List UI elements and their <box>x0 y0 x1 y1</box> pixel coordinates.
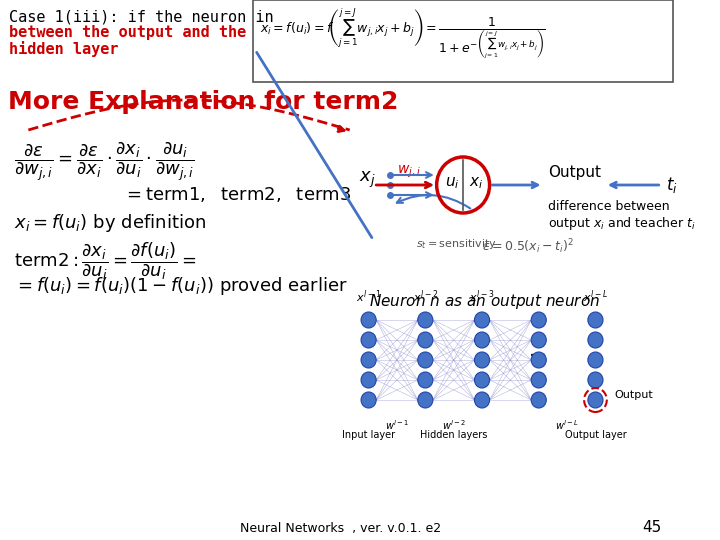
Circle shape <box>418 352 433 368</box>
Text: hidden layer: hidden layer <box>9 41 119 57</box>
Text: $= f\,\!(u_i) = f(u_i)(1-f(u_i))\ \mathrm{proved\ earlier}$: $= f\,\!(u_i) = f(u_i)(1-f(u_i))\ \mathr… <box>14 275 348 297</box>
Circle shape <box>531 352 546 368</box>
Text: $\varepsilon = 0.5(x_i - t_i)^2$: $\varepsilon = 0.5(x_i - t_i)^2$ <box>482 237 574 256</box>
Text: between the output and the: between the output and the <box>9 25 247 40</box>
Text: Neural Networks  , ver. v.0.1. e2: Neural Networks , ver. v.0.1. e2 <box>240 522 441 535</box>
Text: $x^{l-1}$: $x^{l-1}$ <box>356 288 382 305</box>
Circle shape <box>418 372 433 388</box>
Text: $\mathrm{term2}: \dfrac{\partial x_i}{\partial u_i} = \dfrac{\partial f(u_i)}{\p: $\mathrm{term2}: \dfrac{\partial x_i}{\p… <box>14 240 197 282</box>
Circle shape <box>474 392 490 408</box>
Circle shape <box>588 372 603 388</box>
Text: $w_{j,i}$: $w_{j,i}$ <box>397 164 420 180</box>
Circle shape <box>531 392 546 408</box>
FancyBboxPatch shape <box>253 0 673 82</box>
Text: ...: ... <box>529 341 548 360</box>
Text: difference between: difference between <box>548 200 670 213</box>
Circle shape <box>588 392 603 408</box>
Circle shape <box>418 332 433 348</box>
Text: Case 1(iii): if the neuron in: Case 1(iii): if the neuron in <box>9 10 274 25</box>
Text: $x_i = f(u_i) = f\!\left(\sum_{j=1}^{j=J} w_{j,i} x_j + b_j\right) = \dfrac{1}{1: $x_i = f(u_i) = f\!\left(\sum_{j=1}^{j=J… <box>260 7 546 61</box>
Circle shape <box>361 332 376 348</box>
Text: $x^{l-2}$: $x^{l-2}$ <box>413 288 438 305</box>
Text: $s_t =\mathrm{sensitivity}$: $s_t =\mathrm{sensitivity}$ <box>416 237 497 251</box>
Circle shape <box>531 312 546 328</box>
Text: $u_i$: $u_i$ <box>444 175 459 191</box>
Circle shape <box>361 372 376 388</box>
Text: Output layer: Output layer <box>564 430 626 440</box>
Text: $w^{l-1}$: $w^{l-1}$ <box>384 418 409 432</box>
Circle shape <box>531 332 546 348</box>
Circle shape <box>588 352 603 368</box>
Circle shape <box>474 352 490 368</box>
Circle shape <box>361 392 376 408</box>
Text: More Explanation for term2: More Explanation for term2 <box>8 90 398 114</box>
Circle shape <box>418 312 433 328</box>
Text: $= \mathrm{term1},\ \ \mathrm{term2},\ \ \mathrm{term3}$: $= \mathrm{term1},\ \ \mathrm{term2},\ \… <box>123 185 351 204</box>
Text: 45: 45 <box>642 520 662 535</box>
Text: $t_i$: $t_i$ <box>666 175 678 195</box>
Text: $\dfrac{\partial \varepsilon}{\partial w_{j,i}} = \dfrac{\partial \varepsilon}{\: $\dfrac{\partial \varepsilon}{\partial w… <box>14 140 195 183</box>
Circle shape <box>531 372 546 388</box>
Text: Output: Output <box>548 165 601 180</box>
Text: $x_i = f(u_i)\ \mathrm{by\ definition}$: $x_i = f(u_i)\ \mathrm{by\ definition}$ <box>14 212 206 234</box>
Text: $x^{l-3}$: $x^{l-3}$ <box>469 288 495 305</box>
Circle shape <box>588 332 603 348</box>
Text: Neuron $n$ as an output neuron: Neuron $n$ as an output neuron <box>369 292 600 311</box>
Text: $x^{l-L}$: $x^{l-L}$ <box>583 288 608 305</box>
Circle shape <box>474 312 490 328</box>
Text: Input layer: Input layer <box>342 430 395 440</box>
Text: output $x_i$ and teacher $t_i$: output $x_i$ and teacher $t_i$ <box>548 215 696 232</box>
Text: $w^{l-2}$: $w^{l-2}$ <box>441 418 466 432</box>
Circle shape <box>474 372 490 388</box>
Text: $x_j$: $x_j$ <box>359 170 376 190</box>
Circle shape <box>588 312 603 328</box>
Circle shape <box>361 312 376 328</box>
Circle shape <box>418 392 433 408</box>
Text: Output: Output <box>614 390 653 400</box>
Text: $w^{l-L}$: $w^{l-L}$ <box>555 418 579 432</box>
Circle shape <box>361 352 376 368</box>
Text: $x_i$: $x_i$ <box>469 175 484 191</box>
Text: Hidden layers: Hidden layers <box>420 430 487 440</box>
Circle shape <box>474 332 490 348</box>
